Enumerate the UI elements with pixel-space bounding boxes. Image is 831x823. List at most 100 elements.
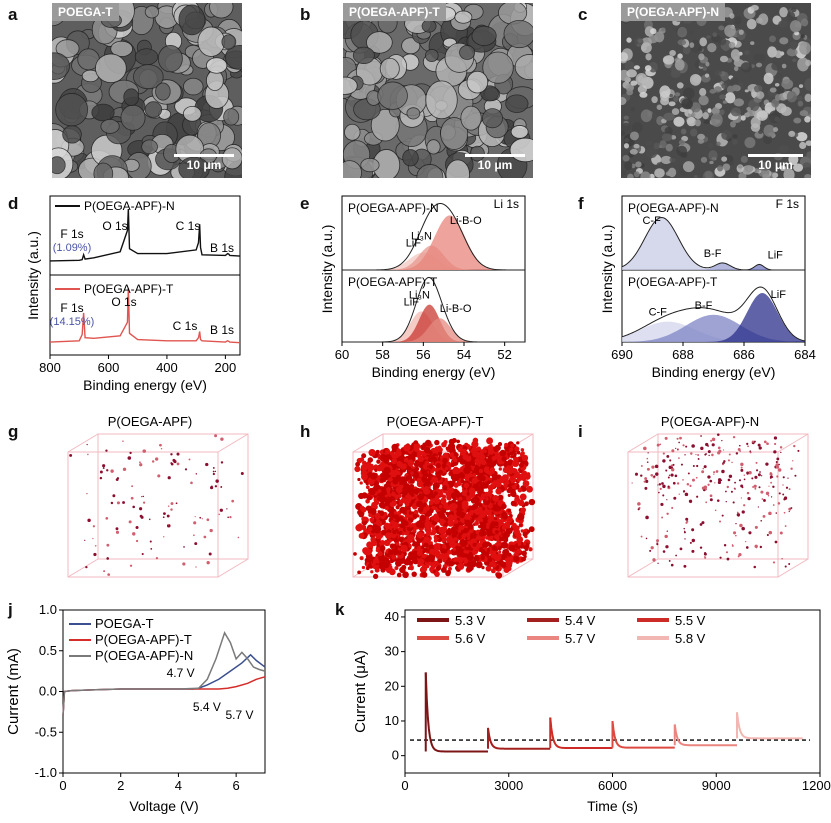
tomography-voxel bbox=[679, 547, 683, 551]
tomography-voxel bbox=[513, 555, 519, 561]
tomography-voxel bbox=[732, 501, 735, 504]
sem-grain bbox=[644, 65, 652, 72]
tomography-voxel bbox=[159, 443, 162, 447]
tomography-voxel bbox=[489, 467, 496, 473]
scale-bar-label: 10 μm bbox=[758, 158, 793, 172]
tomography-voxel bbox=[757, 473, 761, 477]
tomography-voxel bbox=[373, 526, 381, 534]
sem-grain bbox=[778, 20, 789, 28]
sem-grain bbox=[722, 163, 731, 171]
tomography-voxel bbox=[434, 539, 438, 543]
tomography-voxel bbox=[721, 469, 725, 474]
tomography-voxel bbox=[409, 478, 415, 484]
panel-label-f: f bbox=[578, 194, 584, 213]
peak-label: Li₃N bbox=[411, 231, 432, 243]
sem-grain bbox=[197, 26, 225, 57]
x-tick-label: 684 bbox=[794, 347, 816, 362]
tomography-voxel bbox=[141, 496, 143, 498]
tomography-voxel bbox=[392, 478, 399, 485]
tomography-voxel bbox=[471, 440, 479, 448]
y-tick-label: -0.5 bbox=[35, 724, 57, 739]
tomography-voxel bbox=[667, 476, 670, 479]
sem-grain bbox=[630, 80, 638, 86]
tomography-voxel bbox=[735, 523, 737, 525]
sem-grain bbox=[706, 35, 711, 39]
sem-grain bbox=[370, 108, 400, 142]
tomography-voxel bbox=[391, 555, 396, 560]
tomography-voxel bbox=[501, 561, 505, 565]
sem-grain bbox=[630, 106, 636, 112]
tomography-voxel bbox=[465, 550, 470, 554]
tomography-voxel bbox=[680, 463, 683, 466]
tomography-voxel bbox=[176, 462, 180, 466]
tomography-voxel bbox=[411, 451, 418, 458]
tomography-voxel bbox=[381, 529, 387, 536]
sem-grain bbox=[799, 41, 811, 55]
series-line bbox=[62, 631, 266, 716]
tomography-voxel bbox=[714, 482, 716, 484]
tomography-voxel bbox=[428, 544, 435, 551]
tomography-voxel bbox=[691, 538, 696, 543]
panel-label-c: c bbox=[578, 5, 588, 24]
sem-grain bbox=[625, 84, 635, 92]
tomography-voxel bbox=[190, 481, 193, 485]
sem-grain bbox=[505, 94, 529, 113]
tomography-voxel bbox=[115, 527, 119, 531]
tomography-voxel bbox=[759, 545, 763, 549]
legend-label: 5.5 V bbox=[675, 613, 706, 628]
sem-grain bbox=[424, 48, 439, 63]
tomography-voxel bbox=[683, 531, 686, 534]
tomography-voxel bbox=[726, 557, 730, 561]
tomography-voxel bbox=[662, 484, 666, 489]
tomography-voxel bbox=[521, 470, 528, 476]
sem-tag: POEGA-T bbox=[52, 3, 119, 21]
tomography-voxel bbox=[215, 479, 219, 483]
tomography-voxel bbox=[423, 542, 429, 548]
sem-grain bbox=[769, 35, 777, 43]
sem-grain bbox=[401, 37, 421, 55]
tomography-voxel bbox=[478, 468, 484, 474]
sem-grain bbox=[673, 96, 679, 103]
scale-bar: 10 μm bbox=[174, 154, 234, 172]
tomography-voxel bbox=[474, 465, 479, 470]
tomography-voxel bbox=[512, 484, 517, 490]
tomography-voxel bbox=[516, 548, 522, 554]
sem-grain bbox=[799, 141, 807, 150]
tomography-voxel bbox=[393, 511, 397, 515]
tomography-voxel bbox=[451, 455, 457, 461]
tomography-voxel bbox=[139, 463, 143, 467]
tomography-voxel bbox=[87, 453, 89, 456]
tomography-voxel bbox=[103, 570, 106, 573]
sem-grain bbox=[698, 47, 703, 52]
tomography-voxel bbox=[122, 440, 124, 442]
peak-label: LiF bbox=[404, 296, 420, 308]
tomography-voxel bbox=[743, 478, 746, 481]
tomography-voxel bbox=[110, 501, 114, 505]
sem-grain bbox=[705, 61, 710, 67]
sem-grain bbox=[344, 123, 361, 141]
tomography-voxel bbox=[372, 564, 378, 570]
tomography-voxel bbox=[443, 469, 447, 473]
tomography-voxel bbox=[220, 437, 224, 441]
tomography-voxel bbox=[792, 460, 794, 462]
sem-grain bbox=[629, 148, 638, 155]
sem-grain bbox=[669, 157, 676, 163]
tomography-voxel bbox=[395, 516, 401, 522]
tomography-voxel bbox=[733, 531, 737, 535]
sem-grain bbox=[144, 5, 160, 19]
tomography-voxel bbox=[407, 535, 413, 541]
tomography-voxel bbox=[650, 473, 654, 477]
tomography-voxel bbox=[695, 476, 698, 479]
tomography-voxel bbox=[486, 444, 494, 452]
tomography-voxel bbox=[692, 478, 695, 482]
tomography-voxel bbox=[705, 453, 707, 455]
tomography-voxel bbox=[433, 515, 440, 522]
tomography-voxel bbox=[754, 487, 757, 490]
tomography-voxel bbox=[510, 500, 517, 507]
tomography-voxel bbox=[754, 525, 758, 529]
tomography-voxel bbox=[105, 449, 108, 452]
x-tick-label: 600 bbox=[98, 360, 120, 375]
tomography-voxel bbox=[702, 467, 705, 470]
tomography-voxel bbox=[471, 477, 478, 484]
tomography-voxel bbox=[376, 465, 383, 472]
